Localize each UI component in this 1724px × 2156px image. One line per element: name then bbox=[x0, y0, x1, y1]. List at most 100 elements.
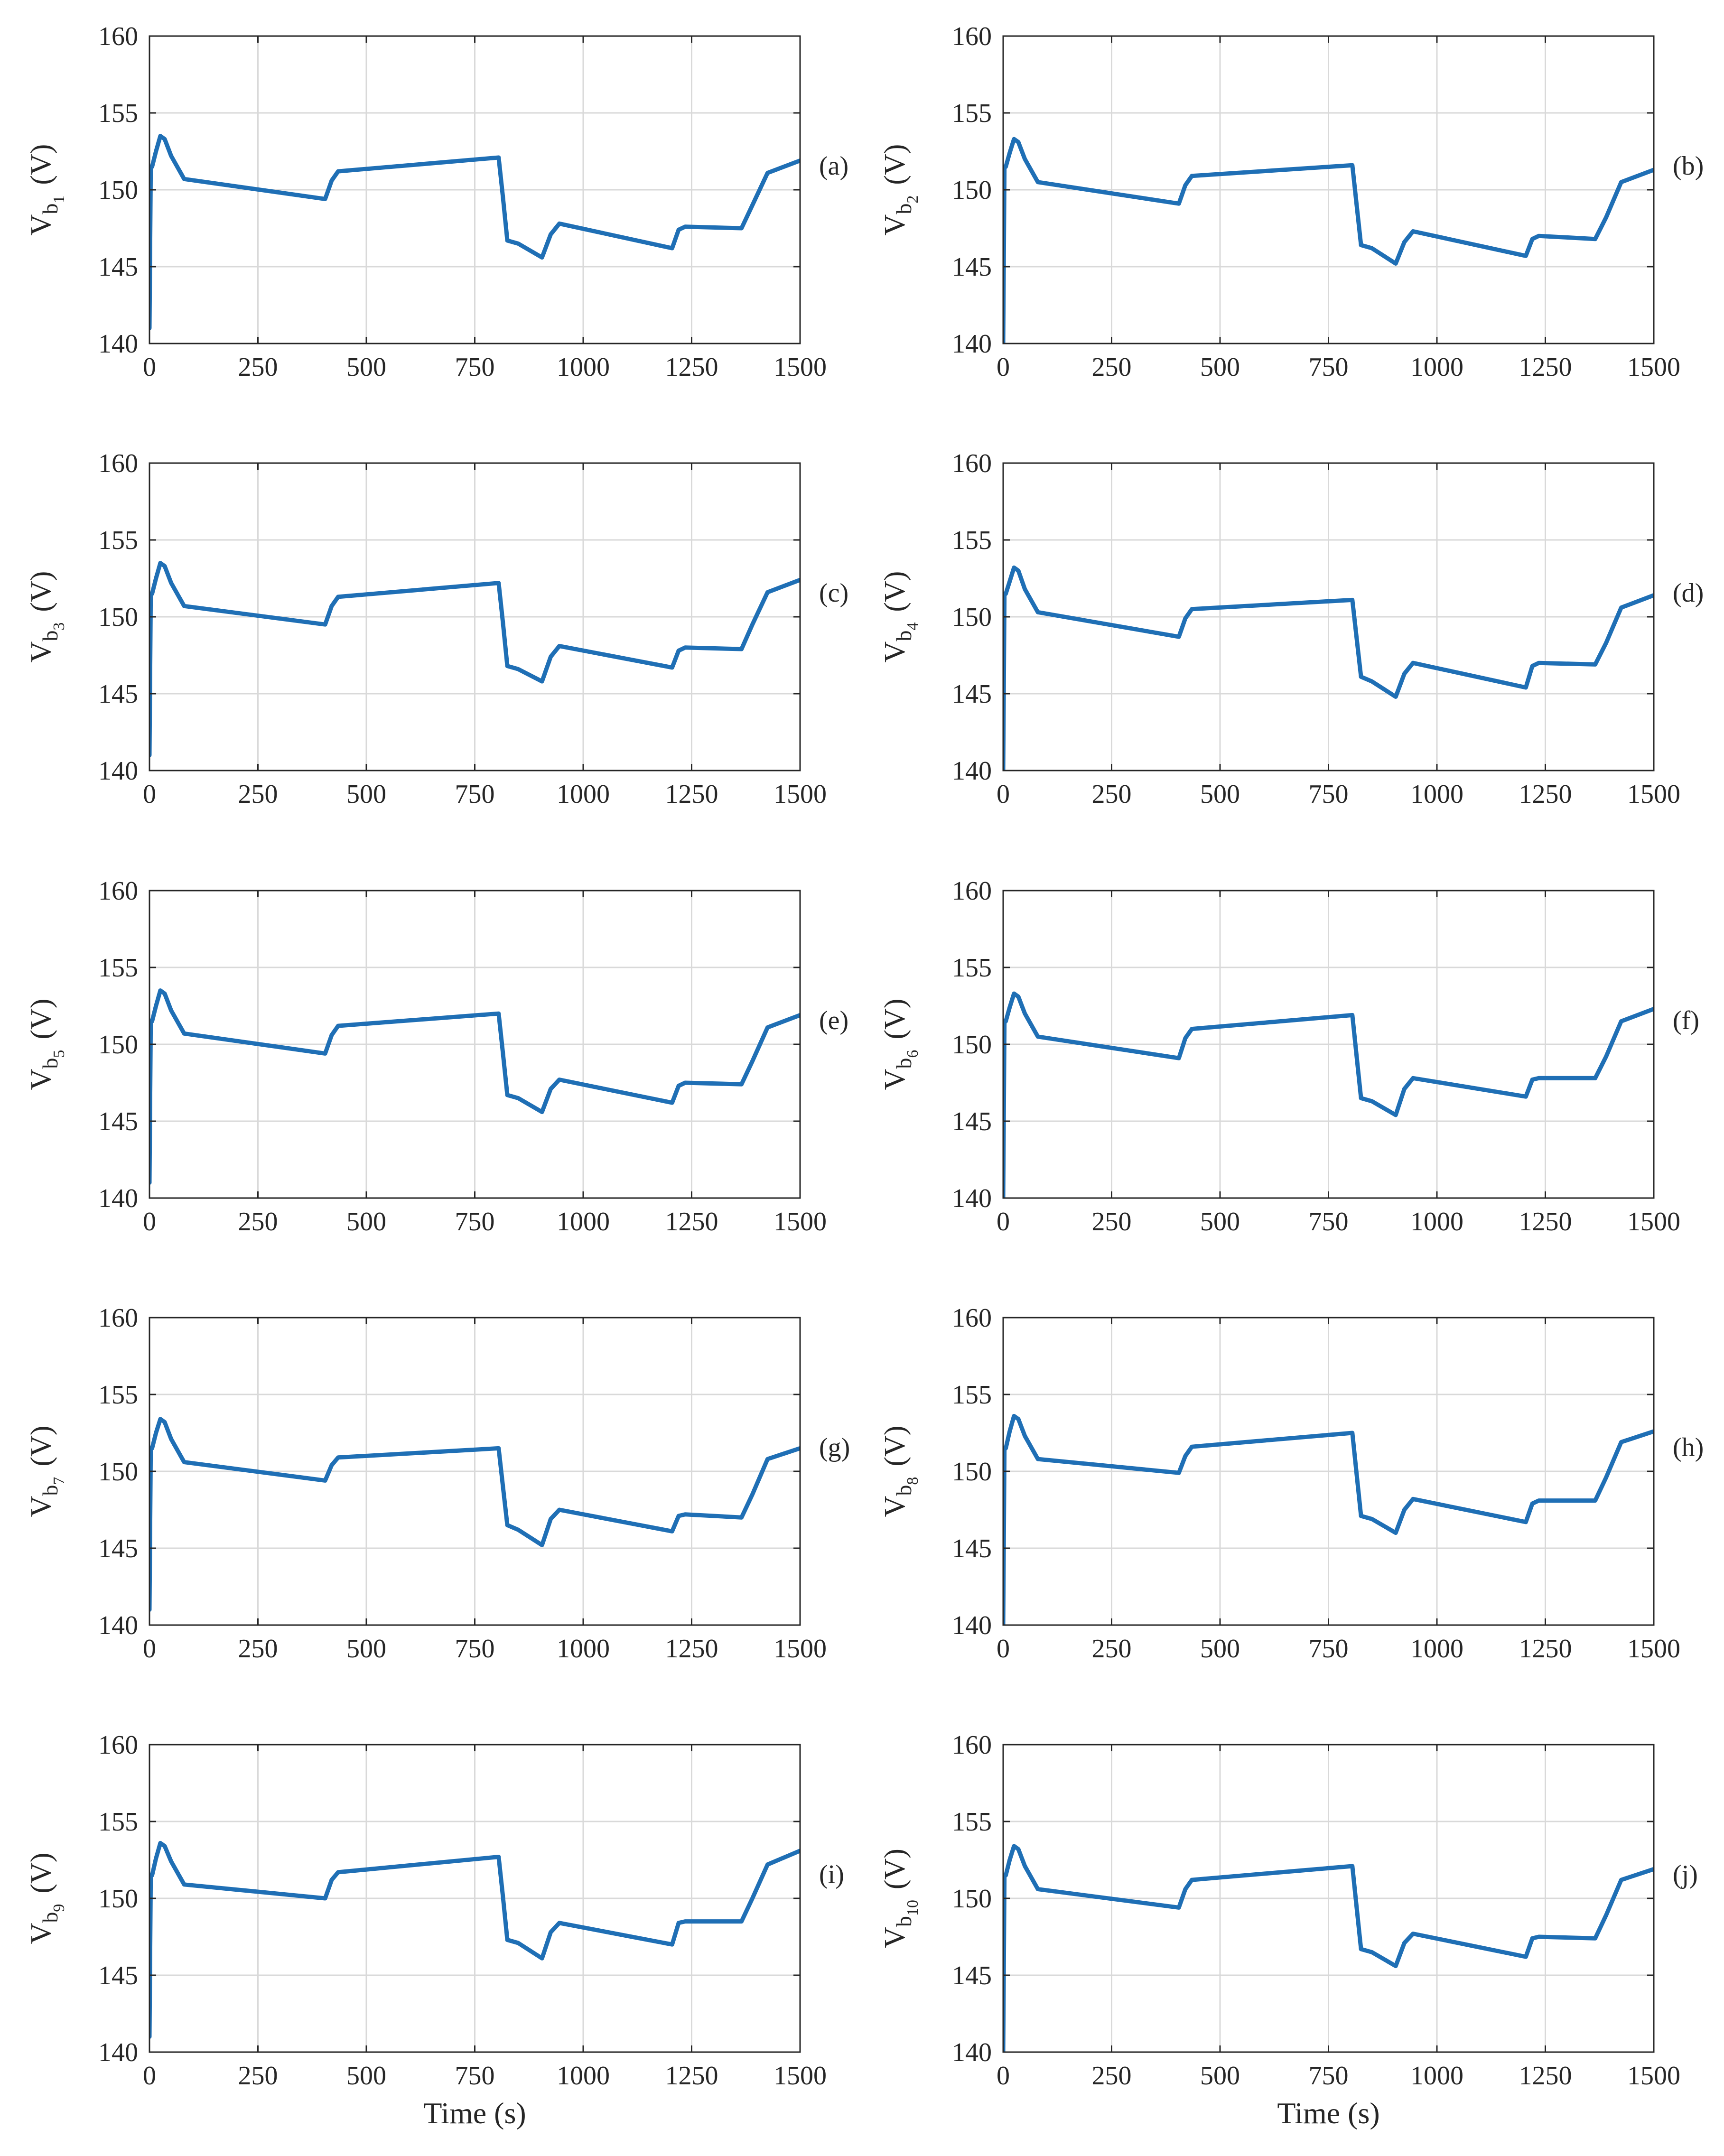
x-tick-label: 1250 bbox=[665, 2061, 718, 2091]
x-tick-label: 500 bbox=[346, 780, 386, 809]
chart-panel-5: 0 250 500 750 1000 1250 1500 140 145 150 155 160 Vb5… bbox=[25, 876, 848, 1236]
y-axis-title-subscript-index: 8 bbox=[904, 1477, 922, 1485]
y-tick-label: 150 bbox=[952, 603, 992, 632]
y-axis-title-subscript: b bbox=[892, 204, 916, 214]
x-tick-label: 1250 bbox=[1519, 1207, 1572, 1236]
x-tick-label: 500 bbox=[1200, 1634, 1240, 1663]
panel-label: (f) bbox=[1673, 1006, 1699, 1035]
y-tick-label: 155 bbox=[98, 1380, 138, 1410]
panel-label: (c) bbox=[819, 578, 848, 608]
y-tick-label: 145 bbox=[952, 1961, 992, 1990]
y-axis-title-subscript-index: 10 bbox=[904, 1900, 922, 1916]
y-tick-label: 150 bbox=[952, 1030, 992, 1059]
x-tick-label: 0 bbox=[143, 2061, 156, 2091]
x-tick-label: 500 bbox=[1200, 2061, 1240, 2091]
y-axis-title-subscript-index: 9 bbox=[50, 1904, 68, 1912]
x-tick-label: 0 bbox=[997, 780, 1010, 809]
y-tick-label: 140 bbox=[98, 1184, 138, 1213]
y-tick-label: 145 bbox=[952, 1107, 992, 1136]
x-tick-label: 1500 bbox=[773, 353, 827, 382]
x-tick-label: 1500 bbox=[773, 780, 827, 809]
panel-label: (i) bbox=[819, 1860, 844, 1889]
x-tick-label: 1250 bbox=[665, 780, 718, 809]
y-tick-label: 160 bbox=[952, 22, 992, 51]
y-axis-title: Vb2 (V) bbox=[879, 144, 922, 236]
chart-panel-7: 0 250 500 750 1000 1250 1500 140 145 150 155 160 Vb7… bbox=[25, 1303, 850, 1663]
y-tick-label: 145 bbox=[952, 1534, 992, 1563]
x-tick-label: 250 bbox=[1092, 1634, 1132, 1663]
y-axis-title-subscript-index: 7 bbox=[50, 1477, 68, 1485]
chart-panel-2: 0 250 500 750 1000 1250 1500 140 145 150 155 160 Vb2… bbox=[879, 22, 1704, 382]
y-axis-title: Vb8 (V) bbox=[879, 1426, 922, 1517]
x-tick-label: 1000 bbox=[1410, 1207, 1463, 1236]
y-tick-label: 160 bbox=[952, 1730, 992, 1760]
x-tick-label: 1250 bbox=[1519, 1634, 1572, 1663]
x-tick-label: 250 bbox=[238, 1634, 278, 1663]
y-axis-title-unit: (V) bbox=[879, 999, 911, 1040]
y-axis-title-symbol: V bbox=[879, 1927, 911, 1948]
y-axis-title: Vb1 (V) bbox=[25, 144, 68, 236]
y-axis-title-subscript-index: 6 bbox=[904, 1050, 922, 1058]
panel-label: (h) bbox=[1673, 1433, 1704, 1462]
y-axis-title-subscript: b bbox=[38, 631, 62, 641]
y-axis-title-symbol: V bbox=[879, 641, 911, 662]
y-tick-label: 160 bbox=[98, 449, 138, 478]
y-tick-label: 155 bbox=[952, 99, 992, 128]
x-tick-label: 0 bbox=[143, 780, 156, 809]
voltage-series-line bbox=[1003, 1413, 1654, 1625]
y-axis-title-symbol: V bbox=[25, 1496, 57, 1517]
chart-panel-3: 0 250 500 750 1000 1250 1500 140 145 150 155 160 Vb3… bbox=[25, 449, 848, 809]
y-axis-title-symbol: V bbox=[25, 641, 57, 662]
x-tick-label: 1500 bbox=[1627, 780, 1680, 809]
y-axis-title-symbol: V bbox=[879, 214, 911, 235]
y-tick-label: 140 bbox=[98, 1611, 138, 1640]
x-tick-label: 1000 bbox=[1410, 2061, 1463, 2091]
y-axis-title-symbol: V bbox=[879, 1069, 911, 1090]
x-tick-label: 750 bbox=[455, 2061, 495, 2091]
voltage-series-line bbox=[1003, 565, 1654, 771]
y-tick-label: 155 bbox=[98, 953, 138, 983]
y-tick-label: 140 bbox=[98, 329, 138, 359]
x-tick-label: 500 bbox=[1200, 353, 1240, 382]
y-tick-label: 155 bbox=[952, 1807, 992, 1837]
y-axis-title-subscript: b bbox=[38, 1912, 62, 1923]
x-tick-label: 1500 bbox=[773, 2061, 827, 2091]
y-tick-label: 150 bbox=[98, 1884, 138, 1914]
y-axis-title-unit: (V) bbox=[25, 1853, 57, 1894]
y-axis-title-subscript: b bbox=[892, 1058, 916, 1069]
x-tick-label: 1250 bbox=[665, 353, 718, 382]
y-tick-label: 140 bbox=[952, 1184, 992, 1213]
y-tick-label: 140 bbox=[952, 2038, 992, 2067]
x-tick-label: 1000 bbox=[1410, 1634, 1463, 1663]
x-tick-label: 1500 bbox=[1627, 2061, 1680, 2091]
chart-panel-6: 0 250 500 750 1000 1250 1500 140 145 150 155 160 Vb6… bbox=[879, 876, 1699, 1236]
voltage-series-line bbox=[1003, 1844, 1654, 2052]
x-tick-label: 1000 bbox=[557, 1207, 610, 1236]
chart-panel-8: 0 250 500 750 1000 1250 1500 140 145 150 155 160 Vb8… bbox=[879, 1303, 1704, 1663]
x-tick-label: 750 bbox=[455, 1634, 495, 1663]
x-tick-label: 0 bbox=[997, 353, 1010, 382]
y-tick-label: 150 bbox=[952, 1884, 992, 1914]
x-tick-label: 250 bbox=[238, 353, 278, 382]
x-tick-label: 1500 bbox=[773, 1207, 827, 1236]
x-tick-label: 1500 bbox=[773, 1634, 827, 1663]
x-tick-label: 0 bbox=[997, 1634, 1010, 1663]
y-axis-title-unit: (V) bbox=[25, 144, 57, 185]
y-axis-title-unit: (V) bbox=[879, 144, 911, 185]
y-axis-title-subscript: b bbox=[892, 631, 916, 641]
y-axis-title-subscript-index: 3 bbox=[50, 623, 68, 631]
panel-label: (e) bbox=[819, 1006, 848, 1035]
y-tick-label: 160 bbox=[98, 1303, 138, 1333]
x-tick-label: 500 bbox=[346, 353, 386, 382]
y-tick-label: 155 bbox=[952, 526, 992, 555]
panel-label: (d) bbox=[1673, 578, 1704, 608]
x-tick-label: 750 bbox=[1309, 780, 1349, 809]
y-tick-label: 160 bbox=[98, 22, 138, 51]
y-tick-label: 150 bbox=[98, 1457, 138, 1487]
y-axis-title: Vb6 (V) bbox=[879, 999, 922, 1090]
y-tick-label: 160 bbox=[98, 1730, 138, 1760]
x-tick-label: 1250 bbox=[665, 1207, 718, 1236]
y-axis-title-unit: (V) bbox=[25, 1426, 57, 1467]
y-axis-title-subscript: b bbox=[38, 204, 62, 214]
